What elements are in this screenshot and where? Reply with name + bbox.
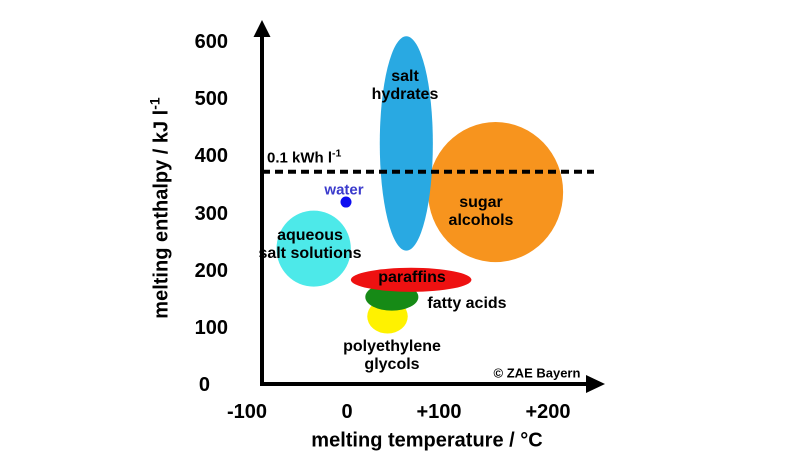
region-label-aqueous-salt-solutions: aqueous salt solutions bbox=[258, 227, 361, 263]
x-axis-title: melting temperature / °C bbox=[311, 429, 543, 452]
region-label-line: salt solutions bbox=[258, 245, 362, 262]
y-axis-title-text: melting enthalpy / kJ l bbox=[150, 109, 173, 319]
region-ellipse-salt-hydrates bbox=[379, 36, 433, 251]
y-tick-label: 600 bbox=[194, 31, 228, 53]
water-data-point bbox=[340, 196, 352, 208]
x-axis-arrowhead-icon bbox=[586, 375, 605, 393]
region-label-line: salt bbox=[391, 68, 419, 85]
region-label-polyethylene-glycols: polyethylene glycols bbox=[343, 338, 441, 374]
region-label-line: aqueous bbox=[277, 227, 343, 244]
y-axis-arrowhead-icon bbox=[253, 20, 271, 37]
credit-text: © ZAE Bayern bbox=[493, 365, 581, 381]
region-label-salt-hydrates: salt hydrates bbox=[372, 68, 439, 104]
region-label-sugar-alcohols: sugar alcohols bbox=[449, 194, 514, 230]
y-tick-label: 100 bbox=[194, 317, 228, 339]
y-tick-label: 500 bbox=[194, 88, 228, 110]
y-tick-label: 400 bbox=[194, 145, 228, 167]
x-tick-label: +200 bbox=[525, 401, 571, 423]
region-label-line: polyethylene bbox=[343, 338, 441, 355]
x-tick-label: +100 bbox=[416, 401, 462, 423]
reference-line-label-superscript: -1 bbox=[332, 147, 342, 160]
water-point-label: water bbox=[324, 181, 364, 199]
y-axis-title-superscript: -1 bbox=[146, 97, 163, 110]
reference-line-label: 0.1 kWh l-1 bbox=[267, 148, 341, 167]
region-label-fatty-acids: fatty acids bbox=[427, 295, 506, 313]
region-label-line: hydrates bbox=[371, 86, 439, 103]
y-tick-label: 300 bbox=[194, 203, 228, 225]
region-label-line: paraffins bbox=[378, 269, 446, 286]
y-axis-title: melting enthalpy / kJ l-1 bbox=[147, 97, 174, 318]
region-ellipse-aqueous-salt-solutions bbox=[276, 210, 351, 287]
region-label-line: sugar bbox=[459, 194, 503, 211]
reference-line-label-text: 0.1 kWh l bbox=[267, 149, 333, 167]
x-tick-label: 0 bbox=[341, 401, 353, 423]
x-tick-label: -100 bbox=[226, 401, 268, 423]
y-tick-label: 200 bbox=[194, 260, 228, 282]
y-tick-label: 0 bbox=[198, 374, 210, 396]
region-ellipse-sugar-alcohols bbox=[428, 122, 564, 263]
region-label-paraffins: paraffins bbox=[378, 269, 446, 287]
region-ellipse-paraffins bbox=[350, 267, 472, 292]
region-label-line: glycols bbox=[364, 356, 420, 373]
region-label-line: fatty acids bbox=[427, 295, 507, 312]
region-label-line: alcohols bbox=[448, 212, 514, 229]
